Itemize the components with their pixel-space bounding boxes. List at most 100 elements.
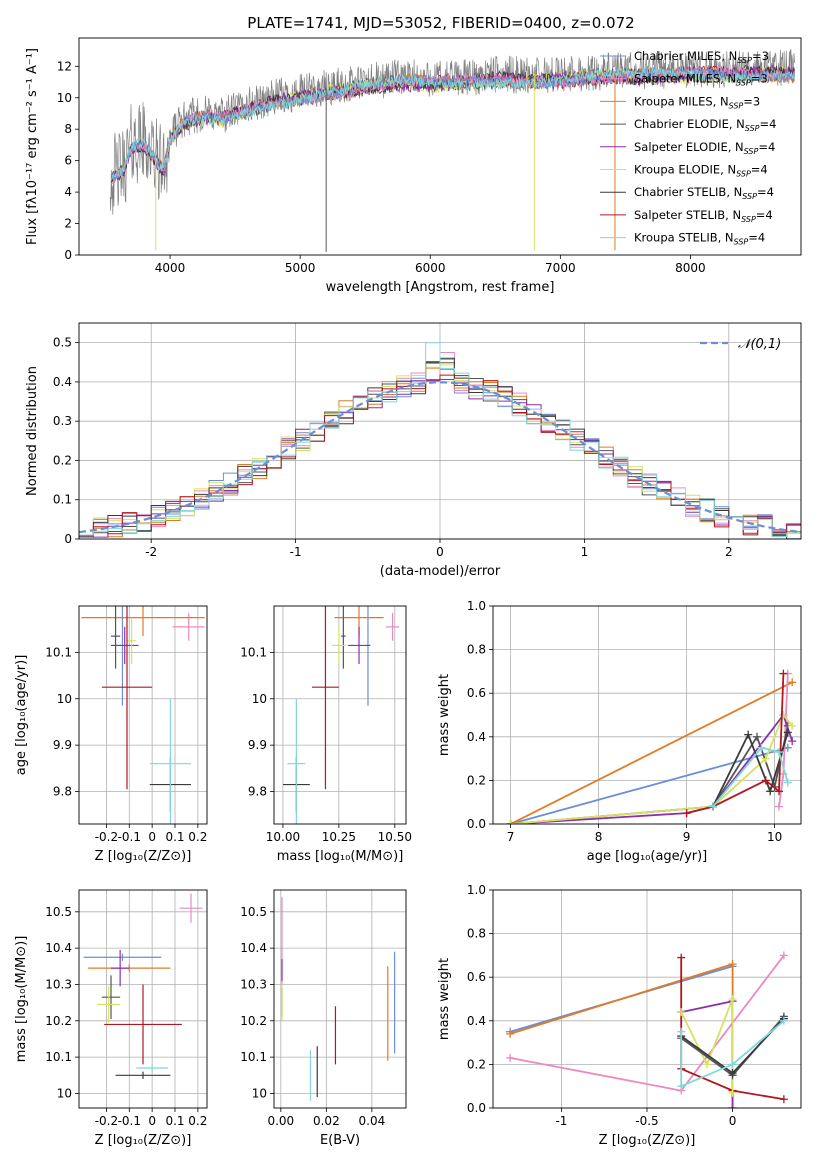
x-tick-label: 0.04	[359, 1114, 386, 1128]
plus-marker	[783, 778, 792, 787]
model-spectrum-krou_stelib	[111, 67, 795, 180]
x-axis-label: wavelength [Angstrom, rest frame]	[326, 280, 555, 295]
y-tick-label: 0.2	[53, 453, 72, 467]
x-tick-label: 8	[595, 830, 603, 844]
series-salp_miles	[775, 669, 792, 811]
series-krou_elodie	[677, 995, 737, 1097]
y-tick-label: 10.1	[240, 645, 267, 659]
plus-marker	[779, 1016, 788, 1025]
x-axis-label: Z [log₁₀(Z/Z⊙)]	[95, 1133, 192, 1148]
mass-vs-metallicity-panel: -0.2 -0.1 0 0.1 0.2 10 10.1 10.2 10.3 10.4 10.5 Z […	[14, 889, 208, 1148]
legend-entry: Chabrier STELIB, NSSP=4	[634, 185, 774, 201]
tick-labels: 10.00 10.25 10.50 9.8 9.9 10 10.1	[240, 645, 412, 844]
x-tick-label: 0.02	[313, 1114, 340, 1128]
errorbar-point-salp_miles	[385, 612, 400, 641]
errorbar-point-salp_stelib	[101, 606, 153, 790]
x-tick-label: 7	[507, 830, 515, 844]
errorbar-point-krou_stelib	[136, 1064, 169, 1072]
plus-marker	[757, 743, 766, 752]
plus-marker	[677, 1027, 686, 1036]
age-vs-mass-panel: 10.00 10.25 10.50 9.8 9.9 10 10.1 mass [log₁₀(M…	[240, 605, 412, 864]
x-tick-label: 5000	[285, 261, 316, 275]
series-krou_stelib	[677, 1016, 788, 1091]
y-tick-label: 0.0	[467, 817, 486, 831]
y-tick-label: 0.3	[53, 414, 72, 428]
x-tick-label: -0.2	[95, 830, 118, 844]
spectrum-legend: Chabrier MILES, NSSP=3 Salpeter MILES, NS…	[600, 49, 776, 247]
y-tick-label: 0.6	[467, 686, 486, 700]
y-tick-label: 10.4	[45, 941, 72, 955]
y-axis-label: mass weight	[437, 674, 452, 756]
y-tick-label: 10.3	[240, 977, 267, 991]
plus-marker	[788, 721, 797, 730]
x-tick-label: 0	[436, 545, 444, 559]
x-tick-label: 0.2	[188, 830, 207, 844]
x-tick-label: 0.1	[165, 1114, 184, 1128]
plot-area	[506, 669, 797, 824]
grid	[274, 890, 406, 1108]
x-tick-label: 0	[148, 830, 156, 844]
plus-marker	[728, 1060, 737, 1069]
grid	[79, 606, 207, 824]
plus-marker	[709, 802, 717, 811]
x-tick-label: 9	[683, 830, 691, 844]
y-axis-label: mass weight	[437, 958, 452, 1040]
axes-frame	[78, 889, 208, 1109]
grid	[274, 606, 406, 824]
x-tick-label: 10.00	[266, 830, 300, 844]
x-axis-label: Z [log₁₀(Z/Z⊙)]	[599, 1133, 696, 1148]
x-tick-label: 6000	[415, 261, 446, 275]
x-axis-label: mass [log₁₀(M/M⊙)]	[277, 849, 404, 864]
y-tick-label: 1.0	[467, 883, 486, 897]
y-axis-label: age [log₁₀(age/yr)]	[14, 655, 29, 776]
y-tick-label: 1.0	[467, 599, 486, 613]
grid	[79, 890, 207, 1108]
plus-marker	[728, 1104, 737, 1108]
y-tick-label: 0	[64, 248, 72, 262]
y-tick-label: 0.4	[53, 375, 72, 389]
x-tick-label: 0	[148, 1114, 156, 1128]
y-tick-label: 0.4	[467, 730, 486, 744]
errorbar-point-chab_elodie	[111, 606, 121, 669]
age-vs-metallicity-panel: -0.2 -0.1 0 0.1 0.2 9.8 9.9 10 10.1 Z [log₁₀(Z/Z⊙…	[14, 605, 208, 864]
plot-area	[109, 49, 795, 252]
plus-marker	[728, 1069, 737, 1078]
series-krou_miles	[506, 678, 797, 824]
x-tick-label: 0.00	[267, 1114, 294, 1128]
axes-frame	[78, 322, 802, 540]
errorbar-point-chab_miles	[83, 953, 162, 961]
plus-marker	[779, 711, 788, 719]
mass-weight-vs-age-panel: 7 8 9 10 0.0 0.2 0.4 0.6 0.8 1.0 age [log₁₀(age/yr…	[437, 599, 802, 864]
plot-area	[81, 606, 205, 824]
plot-area	[83, 893, 203, 1079]
y-tick-label: 0.5	[53, 336, 72, 350]
errorbar-point-krou_miles	[81, 606, 205, 637]
axes-frame	[492, 889, 802, 1109]
legend-entry: 𝒩(0,1)	[738, 337, 781, 352]
legend-entry: Salpeter ELODIE, NSSP=4	[634, 140, 775, 156]
y-tick-label: 0.8	[467, 643, 486, 657]
tick-labels: 0.00 0.02 0.04 10 10.1 10.2 10.3 10.4 10.5	[240, 905, 385, 1128]
plus-marker	[779, 951, 788, 960]
y-tick-label: 10.3	[45, 977, 72, 991]
x-tick-label: 0	[729, 1114, 737, 1128]
errorbar-point-krou_elodie	[127, 617, 137, 664]
x-tick-label: 8000	[675, 261, 706, 275]
y-tick-label: 10	[252, 692, 267, 706]
x-tick-label: 7000	[545, 261, 576, 275]
tick-labels: -1 -0.5 0 0.0 0.2 0.4 0.6 0.8 1.0	[467, 883, 736, 1128]
plus-marker	[775, 802, 783, 811]
y-tick-label: 10.5	[45, 905, 72, 919]
plus-marker	[779, 669, 788, 678]
grid	[493, 605, 801, 825]
series-line	[712, 732, 789, 807]
errorbar-point-salp_stelib	[312, 606, 339, 790]
y-axis-label: mass [log₁₀(M/M⊙)]	[14, 936, 29, 1063]
y-tick-label: 0	[64, 532, 72, 546]
errorbar-point-krou_elodie	[97, 986, 121, 1023]
y-axis-label: Flux [fλ10⁻¹⁷ erg cm⁻² s⁻¹ A⁻¹]	[25, 48, 40, 245]
series-line	[712, 746, 789, 808]
series-krou_stelib	[709, 743, 792, 811]
x-axis-label: E(B-V)	[320, 1133, 360, 1148]
series-line	[509, 962, 734, 1108]
